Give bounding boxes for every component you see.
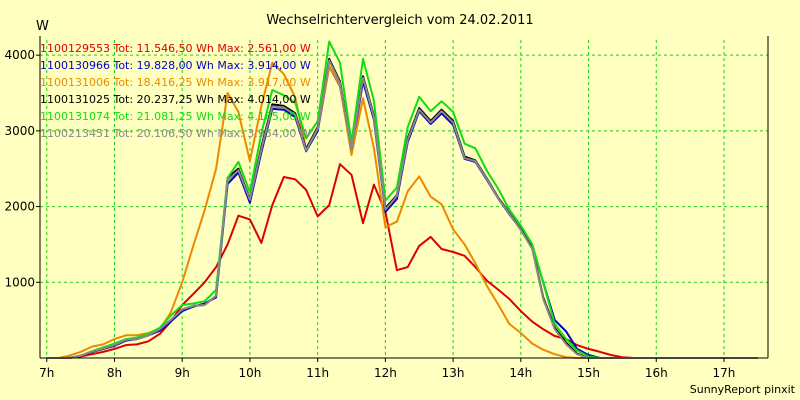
- x-axis-ticks: 7h 8h 9h 10h 11h 12h 13h 14h 15h 16h 17h: [39, 358, 735, 380]
- grid: [40, 40, 768, 358]
- legend-entry-1100131025: 1100131025 Tot: 20.237,25 Wh Max: 4.014,…: [40, 93, 311, 106]
- legend-entry-1100131006: 1100131006 Tot: 18.416,25 Wh Max: 3.917,…: [40, 76, 311, 89]
- chart-title: Wechselrichtervergleich vom 24.02.2011: [266, 13, 533, 28]
- y-axis-ticks: 1000 2000 3000 4000: [4, 48, 40, 289]
- x-tick-label: 16h: [645, 366, 668, 380]
- y-tick-label: 1000: [4, 275, 35, 289]
- y-tick-label: 3000: [4, 124, 35, 138]
- legend-entry-1100213451: 1100213451 Tot: 20.106,50 Wh Max: 3.954,…: [40, 127, 311, 140]
- x-tick-label: 8h: [107, 366, 122, 380]
- legend-entry-1100130966: 1100130966 Tot: 19.828,00 Wh Max: 3.914,…: [40, 59, 311, 72]
- y-tick-label: 4000: [4, 48, 35, 62]
- x-tick-label: 10h: [238, 366, 261, 380]
- legend: 1100129553 Tot: 11.546,50 Wh Max: 2.561,…: [40, 42, 311, 140]
- x-tick-label: 15h: [577, 366, 600, 380]
- x-tick-label: 17h: [713, 366, 736, 380]
- footer-credit: SunnyReport pinxit: [690, 383, 796, 396]
- axes: [39, 36, 769, 359]
- x-tick-label: 9h: [175, 366, 190, 380]
- x-tick-label: 14h: [509, 366, 532, 380]
- y-tick-label: 2000: [4, 200, 35, 214]
- x-tick-label: 12h: [374, 366, 397, 380]
- y-axis-unit-label: W: [36, 19, 49, 34]
- x-tick-label: 7h: [39, 366, 54, 380]
- legend-entry-1100131074: 1100131074 Tot: 21.081,25 Wh Max: 4.185,…: [40, 110, 311, 123]
- x-tick-label: 13h: [442, 366, 465, 380]
- legend-entry-1100129553: 1100129553 Tot: 11.546,50 Wh Max: 2.561,…: [40, 42, 311, 55]
- x-tick-label: 11h: [306, 366, 329, 380]
